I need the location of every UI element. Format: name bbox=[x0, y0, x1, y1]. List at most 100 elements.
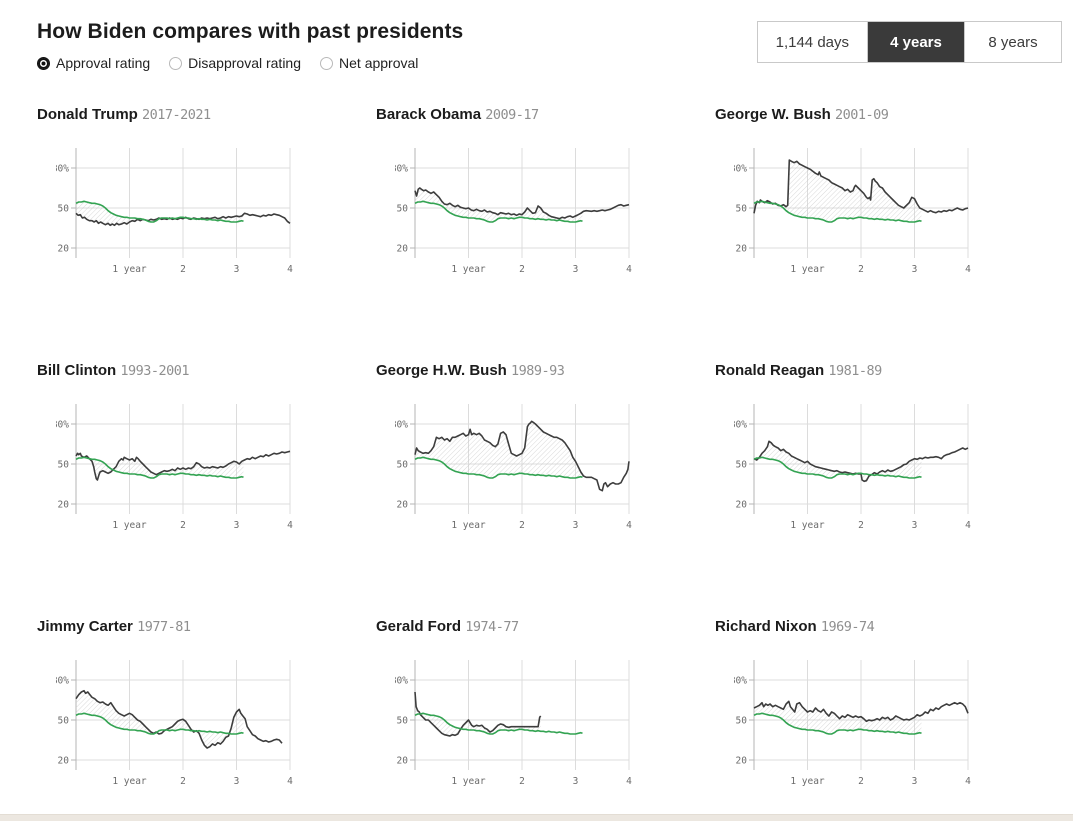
chart-title: Barack Obama 2009-17 bbox=[376, 106, 676, 123]
y-tick-label: 50 bbox=[397, 460, 409, 471]
biden-approval-line bbox=[414, 456, 583, 479]
radio-label: Net approval bbox=[339, 55, 419, 71]
page-title: How Biden compares with past presidents bbox=[37, 20, 464, 43]
y-tick-label: 20 bbox=[736, 756, 748, 767]
approval-chart-svg[interactable]: 80% 50 20 1 year 2 3 4 bbox=[56, 660, 318, 792]
y-tick-label: 20 bbox=[397, 500, 409, 511]
biden-approval-line bbox=[414, 200, 583, 223]
president-chart-ronald-reagan: Ronald Reagan 1981-89 80% 50 20 1 year 2 3 4 bbox=[715, 362, 1015, 536]
x-tick-label: 2 bbox=[180, 776, 186, 787]
x-tick-label: 4 bbox=[287, 264, 293, 275]
x-tick-label: 3 bbox=[912, 264, 918, 275]
approval-chart-svg[interactable]: 80% 50 20 1 year 2 3 4 bbox=[734, 404, 996, 536]
biden-approval-line bbox=[753, 712, 922, 735]
difference-hatch-area bbox=[76, 690, 244, 748]
approval-chart-svg[interactable]: 80% 50 20 1 year 2 3 4 bbox=[395, 404, 657, 536]
x-tick-label: 4 bbox=[287, 520, 293, 531]
biden-approval-line bbox=[753, 456, 922, 479]
x-tick-label: 1 year bbox=[451, 264, 486, 275]
x-tick-label: 2 bbox=[858, 520, 864, 531]
president-term-years: 1977-81 bbox=[137, 619, 191, 635]
president-chart-donald-trump: Donald Trump 2017-2021 80% 50 20 1 year 2 3 4 bbox=[37, 106, 337, 280]
y-tick-label: 50 bbox=[58, 204, 70, 215]
y-tick-label: 80% bbox=[734, 676, 747, 687]
y-tick-label: 20 bbox=[397, 244, 409, 255]
radio-approval-rating[interactable]: Approval rating bbox=[37, 55, 150, 71]
difference-hatch-area bbox=[415, 421, 583, 478]
x-tick-label: 4 bbox=[626, 776, 632, 787]
x-tick-label: 1 year bbox=[451, 776, 486, 787]
x-tick-label: 1 year bbox=[790, 264, 825, 275]
chart-title: George H.W. Bush 1989-93 bbox=[376, 362, 676, 379]
x-tick-label: 2 bbox=[519, 264, 525, 275]
y-tick-label: 20 bbox=[736, 244, 748, 255]
president-approval-line bbox=[75, 212, 291, 227]
y-tick-label: 80% bbox=[734, 164, 747, 175]
x-tick-label: 4 bbox=[626, 264, 632, 275]
radio-disapproval-rating[interactable]: Disapproval rating bbox=[169, 55, 301, 71]
y-tick-label: 50 bbox=[736, 460, 748, 471]
y-tick-label: 80% bbox=[56, 420, 69, 431]
approval-chart-svg[interactable]: 80% 50 20 1 year 2 3 4 bbox=[734, 148, 996, 280]
president-approval-line bbox=[75, 689, 283, 749]
president-term-years: 1974-77 bbox=[465, 619, 519, 635]
x-tick-label: 1 year bbox=[451, 520, 486, 531]
range-button-4-years[interactable]: 4 years bbox=[867, 22, 964, 62]
radio-selected-icon[interactable] bbox=[37, 56, 50, 70]
y-tick-label: 50 bbox=[397, 204, 409, 215]
approval-chart-svg[interactable]: 80% 50 20 1 year 2 3 4 bbox=[395, 660, 657, 792]
approval-chart-svg[interactable]: 80% 50 20 1 year 2 3 4 bbox=[395, 148, 657, 280]
president-chart-george-h-w-bush: George H.W. Bush 1989-93 80% 50 20 1 year 2 3 4 bbox=[376, 362, 676, 536]
president-name: Ronald Reagan bbox=[715, 362, 825, 379]
chart-title: Donald Trump 2017-2021 bbox=[37, 106, 337, 123]
y-tick-label: 50 bbox=[58, 716, 70, 727]
president-term-years: 2017-2021 bbox=[142, 107, 211, 123]
president-term-years: 2001-09 bbox=[835, 107, 889, 123]
y-tick-label: 80% bbox=[395, 420, 408, 431]
difference-hatch-area bbox=[415, 692, 541, 736]
president-chart-barack-obama: Barack Obama 2009-17 80% 50 20 1 year 2 3 4 bbox=[376, 106, 676, 280]
radio-net-approval[interactable]: Net approval bbox=[320, 55, 418, 71]
x-tick-label: 2 bbox=[519, 520, 525, 531]
x-tick-label: 4 bbox=[965, 776, 971, 787]
president-term-years: 2009-17 bbox=[485, 107, 539, 123]
president-name: Barack Obama bbox=[376, 106, 482, 123]
biden-approval-line bbox=[753, 200, 922, 223]
president-chart-gerald-ford: Gerald Ford 1974-77 80% 50 20 1 year 2 3 4 bbox=[376, 618, 676, 792]
president-term-years: 1981-89 bbox=[828, 363, 882, 379]
x-tick-label: 1 year bbox=[790, 776, 825, 787]
x-tick-label: 4 bbox=[965, 264, 971, 275]
y-tick-label: 20 bbox=[397, 756, 409, 767]
president-approval-line bbox=[75, 450, 291, 481]
president-term-years: 1969-74 bbox=[820, 619, 875, 635]
approval-chart-svg[interactable]: 80% 50 20 1 year 2 3 4 bbox=[734, 660, 996, 792]
biden-approval-line bbox=[414, 712, 583, 735]
x-tick-label: 3 bbox=[234, 520, 240, 531]
president-chart-george-w-bush: George W. Bush 2001-09 80% 50 20 1 year 2 3 4 bbox=[715, 106, 1015, 280]
range-button-1-144-days[interactable]: 1,144 days bbox=[757, 22, 867, 62]
chart-title: Gerald Ford 1974-77 bbox=[376, 618, 676, 635]
president-name: Jimmy Carter bbox=[37, 618, 133, 635]
difference-hatch-area bbox=[76, 201, 244, 226]
approval-chart-svg[interactable]: 80% 50 20 1 year 2 3 4 bbox=[56, 404, 318, 536]
y-tick-label: 20 bbox=[58, 244, 70, 255]
president-approval-line bbox=[414, 420, 630, 492]
y-tick-label: 80% bbox=[56, 676, 69, 687]
x-tick-label: 2 bbox=[180, 264, 186, 275]
radio-unselected-icon[interactable] bbox=[320, 56, 334, 70]
difference-hatch-area bbox=[76, 453, 244, 480]
x-tick-label: 3 bbox=[234, 264, 240, 275]
approval-chart-svg[interactable]: 80% 50 20 1 year 2 3 4 bbox=[56, 148, 318, 280]
chart-title: Bill Clinton 1993-2001 bbox=[37, 362, 337, 379]
president-chart-jimmy-carter: Jimmy Carter 1977-81 80% 50 20 1 year 2 3 4 bbox=[37, 618, 337, 792]
radio-label: Approval rating bbox=[56, 55, 151, 71]
x-tick-label: 1 year bbox=[112, 776, 147, 787]
president-approval-line bbox=[414, 187, 630, 220]
x-tick-label: 1 year bbox=[112, 264, 147, 275]
y-tick-label: 50 bbox=[736, 716, 748, 727]
radio-unselected-icon[interactable] bbox=[169, 56, 183, 70]
chart-title: Richard Nixon 1969-74 bbox=[715, 618, 1015, 635]
y-tick-label: 80% bbox=[395, 164, 408, 175]
range-button-8-years[interactable]: 8 years bbox=[964, 22, 1061, 62]
